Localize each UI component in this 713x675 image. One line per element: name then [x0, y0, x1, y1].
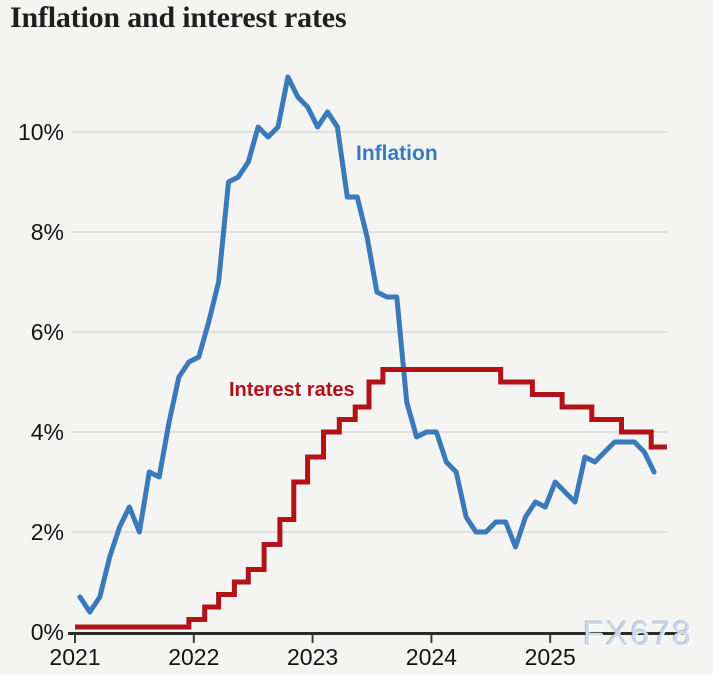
watermark: FX678 [583, 615, 694, 653]
y-tick-label: 4% [30, 419, 64, 445]
interest-rates-series-label: Interest rates [229, 379, 355, 401]
inflation-line [77, 74, 657, 615]
x-tick-label: 2022 [168, 644, 220, 670]
y-tick-label: 2% [30, 519, 64, 545]
x-tick-label: 2021 [49, 644, 101, 670]
inflation-series-label: Inflation [356, 142, 438, 165]
y-tick-label: 10% [17, 119, 64, 145]
chart-title: Inflation and interest rates [10, 1, 347, 34]
x-tick-label: 2023 [287, 644, 339, 670]
y-tick-label: 0% [30, 619, 64, 645]
y-tick-label: 8% [30, 219, 64, 245]
x-tick-label: 2025 [524, 644, 576, 670]
y-tick-label: 6% [30, 319, 64, 345]
x-tick-label: 2024 [405, 644, 457, 670]
interest-rates-line [75, 367, 667, 630]
